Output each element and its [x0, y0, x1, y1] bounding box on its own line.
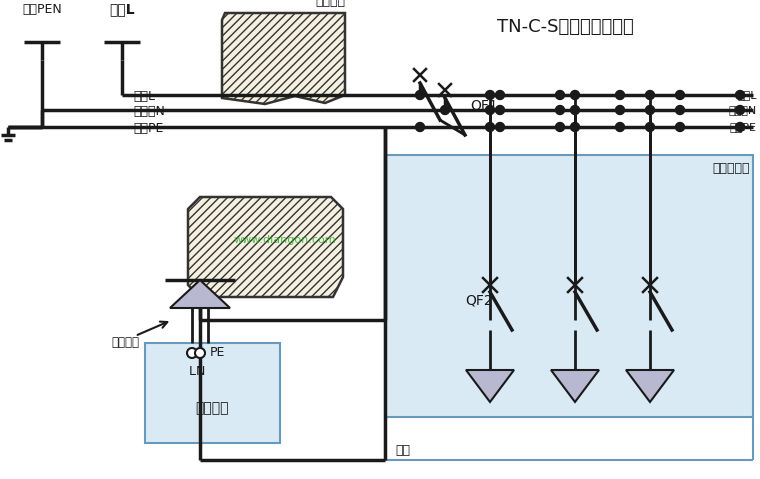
Circle shape [486, 91, 495, 100]
Circle shape [416, 123, 425, 132]
Circle shape [441, 105, 449, 114]
Circle shape [736, 91, 745, 100]
Text: PE: PE [210, 346, 226, 360]
Text: QF1: QF1 [470, 98, 498, 112]
Text: 电缆: 电缆 [395, 444, 410, 456]
Circle shape [486, 123, 495, 132]
Circle shape [496, 91, 505, 100]
Circle shape [571, 91, 579, 100]
Text: 入户墙体: 入户墙体 [315, 0, 345, 8]
Circle shape [616, 105, 625, 114]
Text: www.diangon.com: www.diangon.com [233, 235, 337, 245]
Polygon shape [188, 197, 343, 297]
Circle shape [645, 105, 654, 114]
Circle shape [676, 123, 685, 132]
Text: 零线PEN: 零线PEN [22, 3, 62, 16]
Text: 相线L: 相线L [737, 90, 757, 100]
Text: 中性线N: 中性线N [729, 105, 757, 115]
Text: 用电设备: 用电设备 [196, 401, 230, 415]
Circle shape [645, 91, 654, 100]
Text: 火线L: 火线L [109, 2, 135, 16]
Circle shape [556, 123, 565, 132]
Polygon shape [626, 370, 674, 402]
Polygon shape [222, 13, 345, 104]
Circle shape [616, 123, 625, 132]
Circle shape [496, 105, 505, 114]
Circle shape [556, 91, 565, 100]
Text: QF2: QF2 [465, 293, 492, 307]
Circle shape [736, 105, 745, 114]
Text: 地线PE: 地线PE [730, 122, 757, 132]
Circle shape [195, 348, 205, 358]
Text: 户内配电筱: 户内配电筱 [713, 162, 750, 175]
Circle shape [571, 123, 579, 132]
Circle shape [496, 123, 505, 132]
Circle shape [556, 105, 565, 114]
Polygon shape [466, 370, 514, 402]
Circle shape [616, 91, 625, 100]
Circle shape [676, 105, 685, 114]
Text: N: N [195, 365, 204, 378]
Text: 中性线N: 中性线N [133, 104, 165, 117]
Text: 接地故障: 接地故障 [111, 337, 139, 350]
Circle shape [645, 123, 654, 132]
Circle shape [736, 123, 745, 132]
Polygon shape [551, 370, 599, 402]
Text: TN-C-S入户及线路保护: TN-C-S入户及线路保护 [496, 18, 633, 36]
Text: 相线L: 相线L [133, 90, 155, 103]
Circle shape [486, 105, 495, 114]
Circle shape [571, 105, 579, 114]
Text: 地线PE: 地线PE [133, 122, 163, 135]
Polygon shape [170, 280, 230, 308]
Circle shape [187, 348, 197, 358]
Bar [145, 343, 280, 443]
Circle shape [676, 91, 685, 100]
Bar [385, 155, 753, 417]
Text: L: L [188, 365, 195, 378]
Circle shape [416, 91, 425, 100]
